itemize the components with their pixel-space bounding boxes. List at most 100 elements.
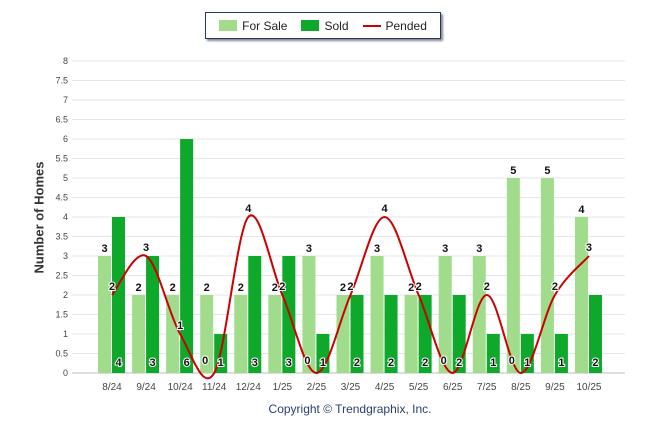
data-label-sold: 4	[115, 357, 122, 369]
bar-for-sale	[200, 295, 214, 373]
data-label-sold: 1	[558, 357, 564, 369]
data-label-for-sale: 3	[101, 243, 107, 255]
data-label-pended: 2	[279, 281, 285, 293]
y-tick-label: 4	[63, 212, 68, 222]
data-label-pended: 0	[202, 355, 208, 367]
pended-line	[111, 214, 590, 380]
legend-swatch-icon	[219, 20, 238, 31]
bar-for-sale	[234, 295, 248, 373]
bar-for-sale	[472, 256, 486, 373]
data-label-pended: 2	[552, 281, 558, 293]
data-label-sold: 3	[286, 357, 292, 369]
legend-line-icon	[362, 24, 381, 27]
bar-for-sale	[166, 295, 180, 373]
data-label-for-sale: 3	[374, 243, 380, 255]
bar-sold	[452, 295, 466, 373]
x-tick-label: 8/25	[511, 382, 531, 393]
data-label-for-sale: 2	[204, 282, 210, 294]
x-tick-label: 8/24	[102, 382, 122, 393]
y-tick-label: 8	[63, 56, 68, 66]
legend-item-pended[interactable]: Pended	[362, 18, 427, 33]
data-label-sold: 3	[150, 357, 156, 369]
data-label-sold: 1	[320, 357, 326, 369]
x-tick-label: 9/24	[136, 382, 156, 393]
data-label-sold: 2	[422, 357, 428, 369]
x-tick-label: 10/25	[576, 382, 601, 393]
data-label-for-sale: 4	[578, 204, 585, 216]
data-label-sold: 1	[218, 357, 224, 369]
x-tick-label: 2/25	[307, 382, 327, 393]
bar-for-sale	[302, 256, 316, 373]
data-label-pended: 4	[245, 203, 252, 215]
copyright-footer: Copyright © Trendgraphix, Inc.	[268, 402, 432, 416]
data-label-sold: 6	[184, 357, 190, 369]
bar-sold	[384, 295, 398, 373]
y-tick-label: 7.5	[55, 76, 68, 86]
data-label-pended: 2	[109, 281, 115, 293]
data-label-sold: 2	[592, 357, 598, 369]
bar-for-sale	[574, 217, 588, 373]
data-label-for-sale: 5	[544, 165, 550, 177]
data-label-for-sale: 2	[408, 282, 414, 294]
legend-label: Sold	[324, 18, 349, 33]
y-tick-label: 2	[63, 290, 68, 300]
data-label-sold: 2	[456, 357, 462, 369]
bar-for-sale	[268, 295, 282, 373]
y-tick-label: 1.5	[55, 310, 68, 320]
data-label-pended: 3	[143, 242, 149, 254]
bar-sold	[554, 334, 568, 373]
data-label-sold: 1	[490, 357, 496, 369]
x-tick-label: 1/25	[273, 382, 293, 393]
data-label-for-sale: 2	[238, 282, 244, 294]
data-label-for-sale: 2	[340, 282, 346, 294]
x-tick-label: 3/25	[341, 382, 361, 393]
x-tick-label: 9/25	[545, 382, 565, 393]
y-tick-label: 2.5	[55, 271, 68, 281]
bar-for-sale	[132, 295, 146, 373]
bar-for-sale	[506, 178, 520, 373]
y-tick-label: 5.5	[55, 154, 68, 164]
x-tick-label: 10/24	[168, 382, 193, 393]
y-tick-label: 7	[63, 95, 68, 105]
x-tick-label: 12/24	[236, 382, 261, 393]
data-label-pended: 0	[441, 355, 447, 367]
data-label-pended: 4	[381, 203, 388, 215]
data-label-pended: 1	[177, 320, 183, 332]
data-label-for-sale: 2	[272, 282, 278, 294]
legend-item-for-sale[interactable]: For Sale	[219, 19, 287, 33]
x-tick-label: 5/25	[409, 382, 429, 393]
bar-for-sale	[336, 295, 350, 373]
legend: For Sale Sold Pended	[205, 12, 441, 39]
x-tick-label: 11/24	[202, 382, 227, 393]
y-tick-label: 1	[63, 329, 68, 339]
y-tick-label: 6	[63, 134, 68, 144]
data-label-for-sale: 3	[442, 243, 448, 255]
bar-sold	[588, 295, 602, 373]
legend-item-sold[interactable]: Sold	[301, 18, 349, 33]
bar-sold	[418, 295, 432, 373]
data-label-sold: 1	[524, 357, 530, 369]
legend-swatch-icon	[301, 20, 320, 31]
bar-for-sale	[540, 178, 554, 373]
y-tick-label: 0.5	[55, 349, 68, 359]
bar-sold	[486, 334, 500, 373]
data-label-pended: 0	[509, 355, 515, 367]
y-tick-label: 3.5	[55, 232, 68, 242]
y-tick-label: 6.5	[55, 115, 68, 125]
data-label-pended: 0	[304, 355, 310, 367]
legend-label: Pended	[385, 18, 427, 33]
bar-for-sale	[98, 256, 111, 373]
data-label-for-sale: 5	[510, 165, 516, 177]
y-tick-label: 4.5	[55, 193, 68, 203]
y-tick-label: 0	[63, 368, 68, 378]
data-label-for-sale: 2	[170, 282, 176, 294]
y-tick-label: 5	[63, 173, 68, 183]
y-axis-title: Number of Homes	[31, 161, 47, 274]
bar-sold	[112, 217, 125, 373]
data-label-sold: 2	[388, 357, 394, 369]
bar-sold	[180, 139, 194, 373]
data-label-pended: 3	[586, 242, 592, 254]
bar-sold	[248, 256, 262, 373]
